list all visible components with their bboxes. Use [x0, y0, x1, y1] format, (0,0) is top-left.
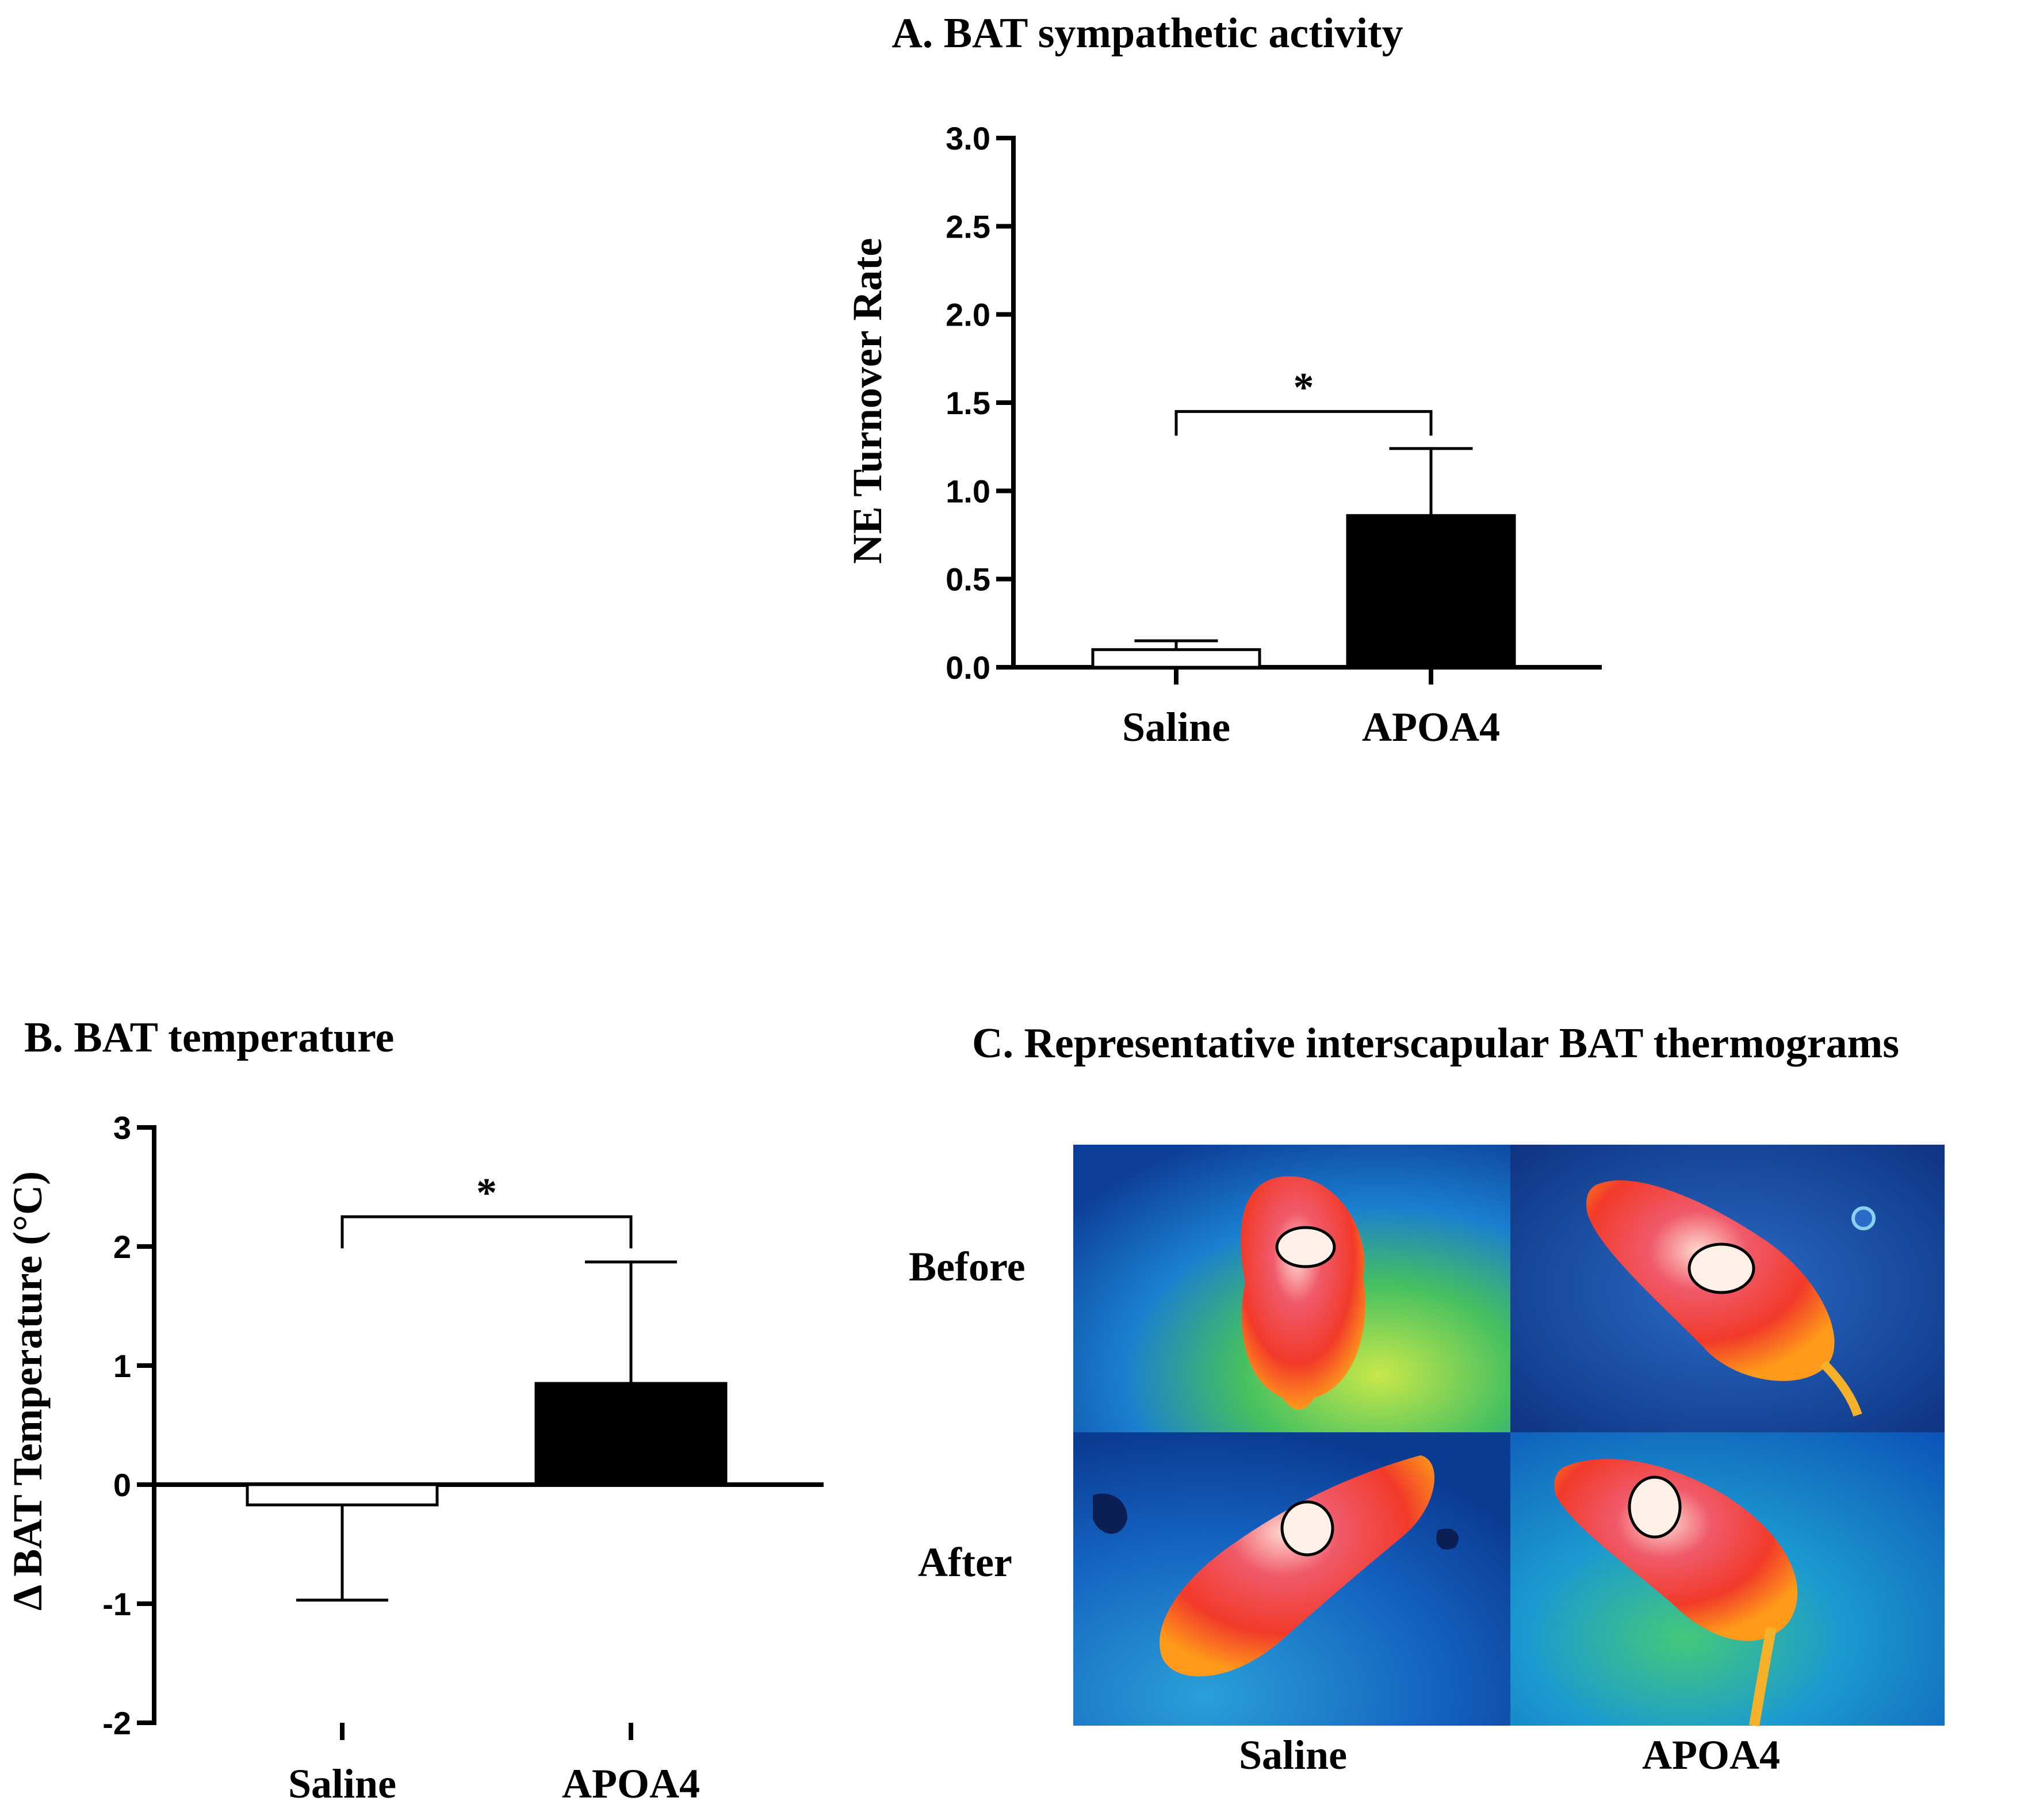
- bar-apoa4: [534, 1382, 728, 1486]
- x-tick-label: Saline: [1122, 704, 1230, 750]
- y-tick-label: 2.0: [946, 297, 990, 333]
- thermogram-saline-before: [1073, 1145, 1764, 1432]
- y-tick-label: 2.5: [946, 208, 990, 244]
- chart-b-title: B. BAT temperature: [24, 1014, 394, 1061]
- y-tick-label: 0.0: [946, 649, 990, 686]
- y-tick-label: 3: [113, 1110, 131, 1146]
- y-tick-label: 3.0: [946, 120, 990, 156]
- significance-bracket: [340, 1215, 633, 1249]
- y-tick-label: -1: [102, 1586, 131, 1622]
- y-tick-label: 2: [113, 1229, 131, 1265]
- y-tick-label: -2: [102, 1705, 131, 1741]
- bar-saline: [246, 1483, 439, 1507]
- chart-b-ylabel: Δ BAT Temperature (°C): [5, 1171, 51, 1611]
- y-tick-label: 1.0: [946, 473, 990, 509]
- chart-a: 0.0 0.5 1.0 1.5 2.0 2.5 3.0 Saline APOA4 *: [946, 120, 1602, 750]
- thermogram-saline-after: [1073, 1432, 1510, 1726]
- thermogram-apoa4-before: [1510, 1145, 1945, 1432]
- chart-a-title: A. BAT sympathetic activity: [891, 10, 1403, 57]
- thermogram-col-saline: Saline: [1239, 1732, 1347, 1778]
- x-tick-label: APOA4: [562, 1761, 700, 1807]
- y-tick-label: 0: [113, 1467, 131, 1503]
- significance-marker: *: [1294, 364, 1314, 410]
- y-tick-label: 1: [113, 1348, 131, 1384]
- thermogram-row-after: After: [918, 1539, 1012, 1585]
- bar-apoa4: [1346, 514, 1516, 669]
- y-tick-label: 1.5: [946, 385, 990, 421]
- chart-a-ylabel: NE Turnover Rate: [844, 238, 890, 564]
- bar-saline: [1091, 648, 1261, 669]
- chart-b: -2 -1 0 1 2 3 Saline APOA4 *: [102, 1110, 824, 1807]
- thermogram-col-apoa4: APOA4: [1642, 1732, 1780, 1778]
- thermogram-row-before: Before: [909, 1244, 1026, 1290]
- significance-bracket: [1174, 410, 1433, 436]
- thermogram-title: C. Representative interscapular BAT ther…: [972, 1020, 1899, 1067]
- x-tick-label: Saline: [288, 1761, 396, 1807]
- significance-marker: *: [476, 1169, 497, 1215]
- x-tick-label: APOA4: [1362, 704, 1500, 750]
- y-tick-label: 0.5: [946, 561, 990, 598]
- thermogram-apoa4-after: [1510, 1432, 1945, 1727]
